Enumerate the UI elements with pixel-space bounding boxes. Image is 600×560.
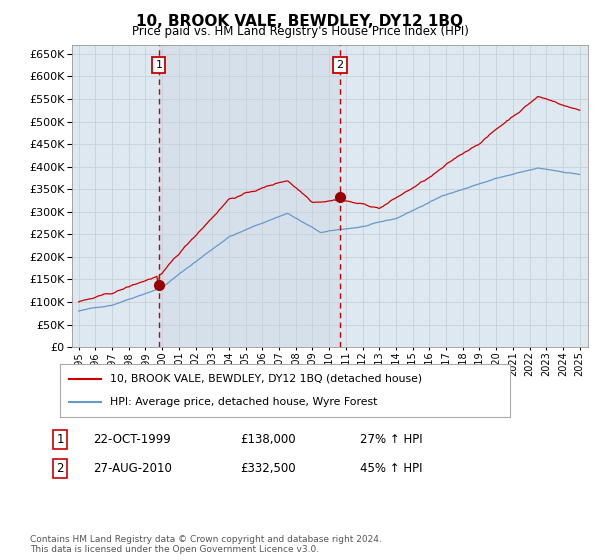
Text: £138,000: £138,000 [240,433,296,446]
Text: 27-AUG-2010: 27-AUG-2010 [93,462,172,475]
Text: 10, BROOK VALE, BEWDLEY, DY12 1BQ: 10, BROOK VALE, BEWDLEY, DY12 1BQ [137,14,464,29]
Text: 1: 1 [56,433,64,446]
Text: Contains HM Land Registry data © Crown copyright and database right 2024.
This d: Contains HM Land Registry data © Crown c… [30,535,382,554]
Text: 45% ↑ HPI: 45% ↑ HPI [360,462,422,475]
Text: 2: 2 [56,462,64,475]
Text: 1: 1 [155,60,163,70]
Text: £332,500: £332,500 [240,462,296,475]
Text: 2: 2 [337,60,344,70]
Text: HPI: Average price, detached house, Wyre Forest: HPI: Average price, detached house, Wyre… [110,397,377,407]
Text: 22-OCT-1999: 22-OCT-1999 [93,433,171,446]
Text: Price paid vs. HM Land Registry's House Price Index (HPI): Price paid vs. HM Land Registry's House … [131,25,469,38]
Text: 10, BROOK VALE, BEWDLEY, DY12 1BQ (detached house): 10, BROOK VALE, BEWDLEY, DY12 1BQ (detac… [110,374,422,384]
Text: 27% ↑ HPI: 27% ↑ HPI [360,433,422,446]
Bar [159,45,340,347]
